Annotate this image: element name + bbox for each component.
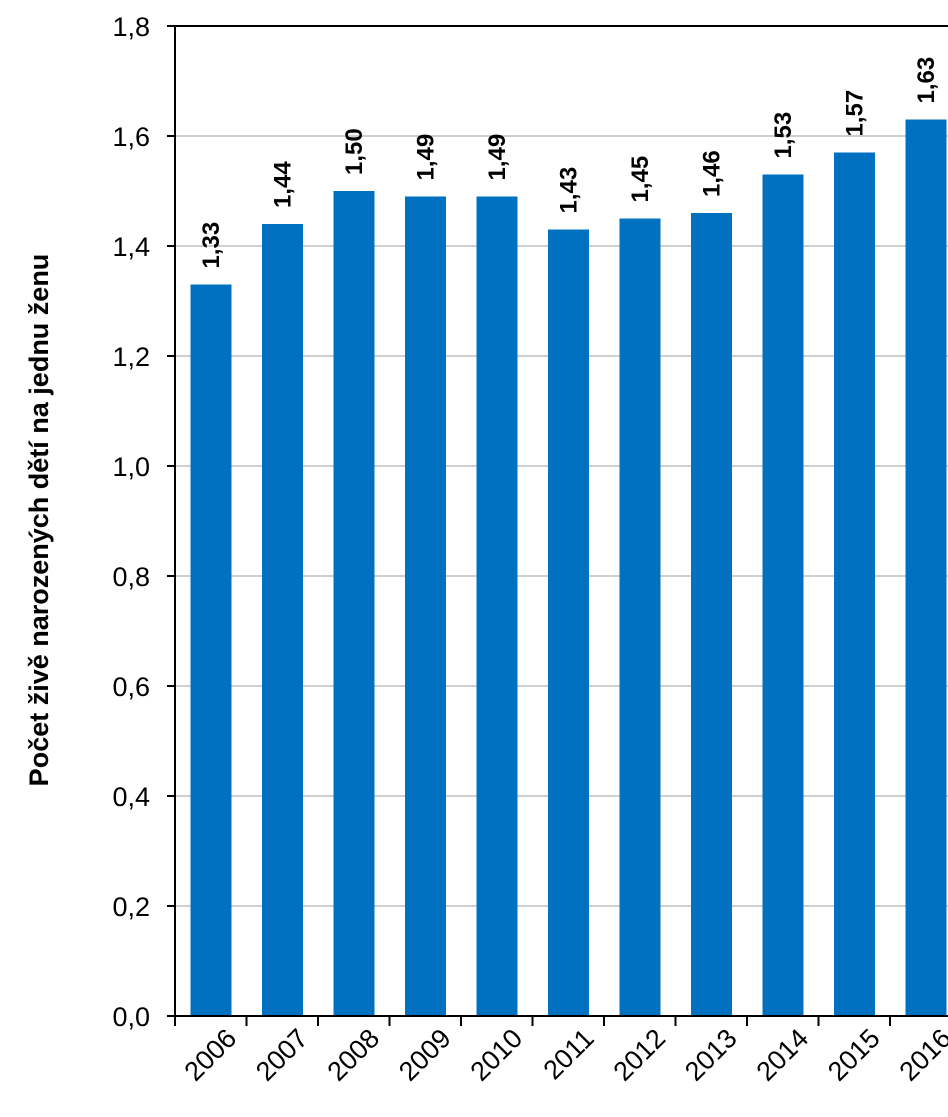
bar	[405, 196, 446, 1016]
data-label: 1,50	[341, 128, 368, 175]
x-tick-label: 2008	[322, 1023, 386, 1087]
x-tick-label: 2015	[822, 1023, 886, 1087]
bar	[834, 152, 875, 1016]
bar	[190, 284, 232, 1016]
bar	[262, 224, 303, 1016]
bars	[190, 119, 947, 1016]
y-tick-label: 1,6	[112, 122, 150, 152]
x-tick-label: 2007	[250, 1023, 314, 1087]
data-labels: 1,33 1,44 1,50 1,49 1,49 1,43 1,45 1,46 1,53 1,57…	[198, 57, 940, 269]
y-tick-label: 0,8	[112, 562, 150, 592]
x-tick-label: 2013	[679, 1023, 743, 1087]
bar	[476, 196, 518, 1016]
data-label: 1,57	[842, 90, 869, 137]
x-tick-labels: 2006 2007 2008 2009 2010 2011 2012 2013 2014 2015…	[179, 1023, 948, 1087]
data-label: 1,53	[770, 112, 797, 159]
y-tick-label: 0,2	[112, 892, 150, 922]
bar	[691, 213, 732, 1016]
y-tick-labels: 0,0 0,2 0,4 0,6 0,8 1,0 1,2 1,4 1,6 1,8	[112, 12, 150, 1032]
x-tick-label: 2016	[894, 1023, 948, 1087]
bar	[333, 191, 375, 1016]
bar	[762, 174, 804, 1016]
data-label: 1,46	[699, 150, 726, 197]
x-tick-label: 2006	[179, 1023, 243, 1087]
y-tick-label: 1,2	[112, 342, 150, 372]
y-tick-label: 1,8	[112, 12, 150, 42]
bar	[548, 229, 589, 1016]
x-tick-label: 2014	[751, 1023, 815, 1087]
y-tick-label: 1,0	[112, 452, 150, 482]
bar	[619, 218, 661, 1016]
x-tick-label: 2009	[393, 1023, 457, 1087]
y-axis-label: Počet živě narozených dětí na jednu ženu	[24, 254, 54, 787]
y-tick-label: 0,0	[112, 1002, 150, 1032]
data-label: 1,44	[270, 161, 297, 208]
y-tick-label: 0,6	[112, 672, 150, 702]
axes	[167, 25, 948, 1026]
x-tick-label: 2011	[537, 1023, 599, 1085]
data-label: 1,45	[627, 156, 654, 203]
data-label: 1,63	[913, 57, 940, 104]
data-label: 1,49	[413, 134, 440, 181]
bar	[905, 119, 947, 1016]
y-tick-label: 1,4	[112, 232, 150, 262]
y-tick-label: 0,4	[112, 782, 150, 812]
x-tick-label: 2012	[608, 1023, 672, 1087]
data-label: 1,33	[198, 222, 225, 269]
x-tick-label: 2010	[465, 1023, 529, 1087]
data-label: 1,49	[484, 134, 511, 181]
data-label: 1,43	[556, 167, 583, 214]
